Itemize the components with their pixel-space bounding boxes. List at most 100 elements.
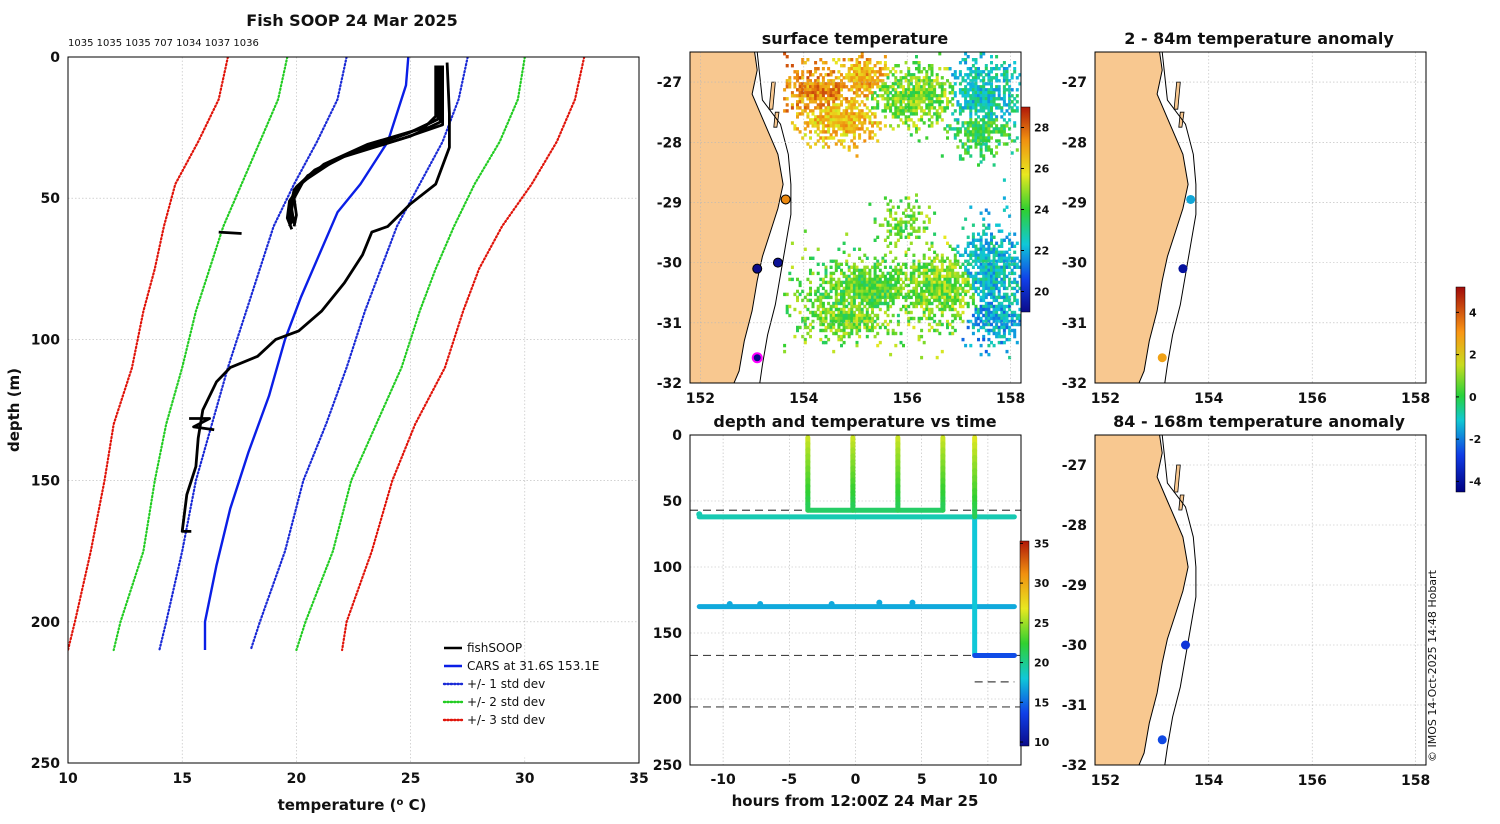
sst-pixel [824,130,828,134]
sst-pixel [1005,325,1009,330]
sst-pixel [899,271,903,276]
sst-pixel [992,289,996,294]
sst-pixel [1000,241,1004,245]
sst-pixel [889,352,893,357]
sst-pixel [840,295,843,300]
sst-pixel [1008,103,1012,107]
sst-pixel [860,295,864,300]
sst-colorbar-tick-label: 24 [1034,204,1050,217]
sst-pixel [984,127,988,131]
sst-pixel [883,274,887,279]
sst-xtick-label: 156 [893,391,922,407]
sst-pixel [796,328,799,333]
anomaly-deep-markers [1157,640,1191,745]
sst-pixel [886,94,890,98]
sst-pixel [796,73,799,77]
sst-pixel [974,136,978,140]
sst-pixel [837,127,841,131]
anomaly-shallow-land [1095,52,1197,383]
sst-pixel [987,241,991,245]
sst-pixel [984,265,988,269]
sst-pixel [971,133,975,137]
sst-pixel [940,100,944,104]
sst-pixel [951,73,955,77]
sst-pixel [840,88,843,92]
sst-pixel [883,265,887,269]
sst-pixel [984,256,988,260]
sst-pixel [907,67,911,71]
sst-pixel [886,103,890,107]
sst-pixel [997,94,1001,98]
sst-pixel [995,250,999,254]
sst-pixel [912,88,916,92]
sst-pixel [868,271,872,276]
sst-pixel [876,292,880,297]
sst-pixel [915,124,918,128]
depth-time-colorbar-tick-label: 30 [1034,577,1050,590]
sst-pixel [961,76,965,80]
sst-pixel [840,343,843,348]
sst-pixel [984,73,988,77]
sst-pixel [894,82,898,86]
sst-pixel [891,301,895,306]
sst-pixel [863,103,867,107]
sst-pixel [912,271,916,276]
sst-pixel [984,88,988,92]
sst-pixel [852,118,856,122]
sst-pixel [979,277,983,282]
sst-pixel [943,106,947,110]
sst-pixel [860,85,864,89]
sst-pixel [865,73,869,77]
sst-pixel [806,121,810,125]
sst-pixel [816,67,820,71]
sst-pixel [1013,280,1017,285]
sst-pixel [961,286,965,291]
sst-pixel [938,94,942,98]
sst-pixel [974,82,978,86]
sst-pixel [878,67,882,71]
sst-pixel [829,328,833,333]
sst-pixel [940,289,944,294]
sst-pixel [868,274,872,279]
sst-pixel [1002,253,1006,257]
sst-pixel [816,118,820,122]
sst-pixel [1008,325,1012,330]
sst-pixel [917,268,921,273]
sst-pixel [876,277,880,282]
sst-pixel [987,265,991,269]
sst-pixel [977,88,980,92]
sst-pixel [915,295,918,300]
sst-pixel [840,298,843,303]
sst-pixel [858,82,862,86]
sst-pixel [938,82,942,86]
sst-pixel [927,286,931,291]
sst-pixel [933,265,937,269]
sst-pixel [969,70,973,74]
sst-pixel [982,139,986,143]
sst-pixel [961,145,965,149]
sst-pixel [829,112,833,116]
sst-pixel [938,283,942,288]
sst-pixel [912,205,916,209]
sst-pixel [1000,73,1004,77]
sst-pixel [837,139,841,143]
sst-pixel [961,58,965,62]
sst-pixel [850,121,854,125]
sst-pixel [974,133,978,137]
sst-pixel [917,118,921,122]
sst-pixel [1013,97,1017,101]
sst-pixel [847,286,851,291]
sst-pixel [1010,88,1014,92]
sst-pixel [904,292,908,297]
profile-ytick-label: 100 [31,332,60,348]
sst-pixel [995,223,999,227]
sst-pixel [961,88,965,92]
sst-pixel [990,85,993,89]
sst-pixel [946,298,949,303]
sst-pixel [984,307,988,312]
sst-pixel [840,133,843,137]
sst-pixel [819,58,823,62]
sst-pixel [992,295,996,300]
sst-pixel [982,304,986,309]
sst-pixel [992,103,996,107]
